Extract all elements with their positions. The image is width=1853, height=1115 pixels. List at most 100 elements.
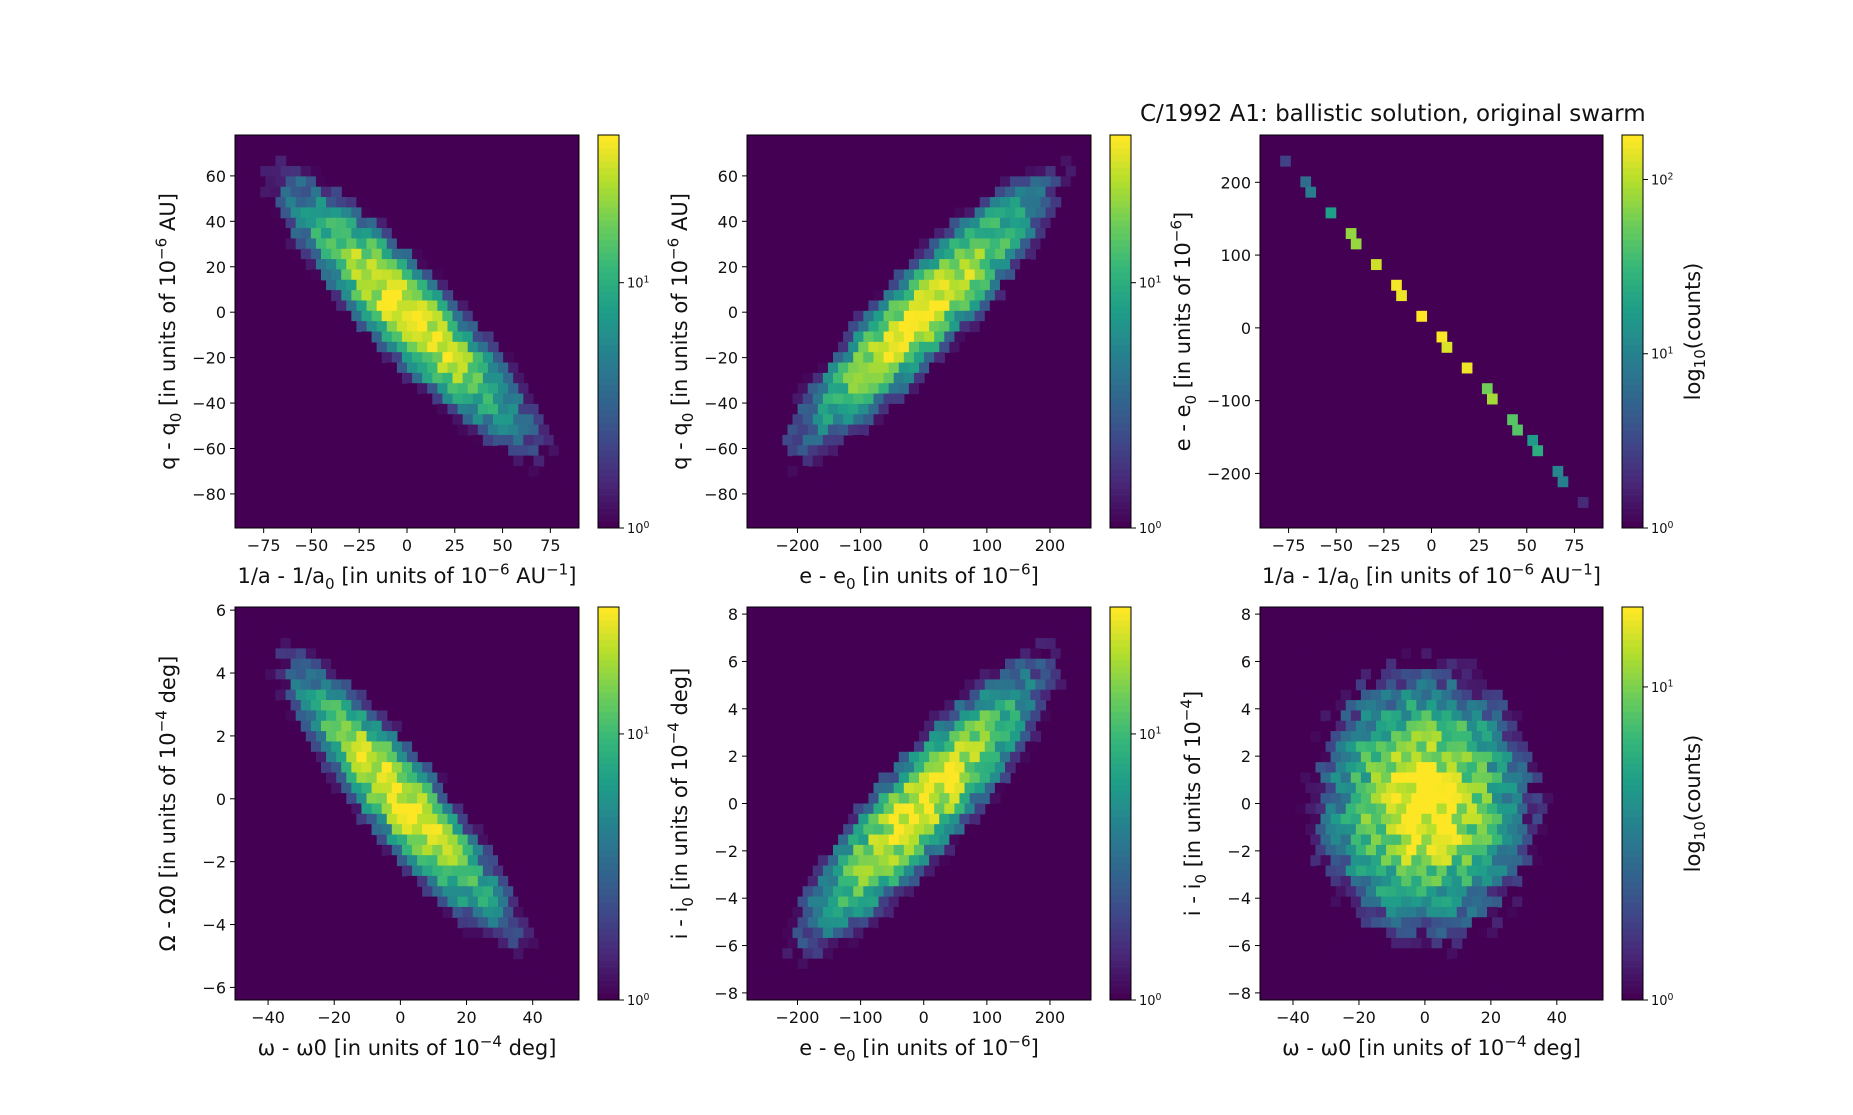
density-cell — [1305, 720, 1317, 732]
density-cell — [1481, 793, 1493, 805]
density-cell — [493, 906, 504, 918]
density-cell — [1360, 855, 1372, 867]
density-cell — [1431, 689, 1443, 701]
density-cell — [447, 772, 459, 784]
density-cell — [1015, 658, 1026, 670]
density-cell — [1050, 669, 1062, 680]
density-cell — [1396, 762, 1407, 774]
density-cell — [1451, 958, 1463, 970]
density-cell — [1421, 648, 1433, 660]
density-cell — [351, 679, 363, 691]
colorbar-segment — [598, 370, 619, 378]
density-cell — [1065, 207, 1077, 219]
density-cell — [822, 393, 834, 405]
density-cell — [351, 228, 363, 240]
density-cell — [1005, 228, 1016, 240]
density-cell — [848, 341, 859, 353]
density-cell — [290, 228, 302, 240]
density-cell — [1045, 638, 1057, 649]
density-cell — [1065, 145, 1077, 157]
density-cell — [1310, 813, 1322, 825]
density-cell — [1396, 886, 1407, 898]
density-cell — [442, 844, 454, 856]
density-cell — [878, 834, 890, 846]
density-cell — [1547, 824, 1559, 836]
density-cell — [1466, 906, 1478, 918]
density-cell — [1340, 689, 1352, 701]
density-cell — [361, 290, 373, 302]
density-cell — [954, 352, 966, 364]
density-cell — [553, 434, 565, 446]
colorbar-segment — [598, 298, 619, 306]
density-cell — [295, 155, 307, 167]
density-cell — [858, 896, 870, 908]
density-cell — [1080, 155, 1091, 167]
density-cell — [310, 762, 322, 774]
colorbar-segment — [1622, 672, 1643, 680]
density-cell — [934, 844, 945, 856]
density-cell — [376, 238, 388, 250]
density-cell — [407, 855, 418, 867]
density-cell — [959, 217, 971, 229]
density-cell — [361, 331, 373, 343]
colorbar-frame — [1621, 134, 1644, 529]
density-cell — [853, 372, 864, 384]
colorbar-segment — [598, 279, 619, 287]
density-cell — [533, 393, 545, 405]
density-cell — [1406, 700, 1417, 712]
density-cell — [1315, 782, 1327, 794]
colorbar-segment — [598, 305, 619, 313]
density-cell — [437, 300, 449, 312]
colorbar-segment — [598, 633, 619, 641]
density-cell — [812, 372, 824, 384]
x-tick-label: 75 — [1564, 536, 1584, 555]
density-cell — [838, 362, 849, 374]
colorbar-segment — [598, 351, 619, 359]
density-cell — [280, 658, 292, 670]
density-cell — [792, 476, 804, 488]
density-cell — [908, 834, 920, 846]
density-cell — [1355, 927, 1367, 939]
colorbar-segment — [598, 403, 619, 411]
density-cell — [543, 393, 555, 405]
density-cell — [1446, 700, 1458, 712]
colorbar-segment — [1110, 390, 1131, 398]
density-cell — [1436, 865, 1448, 877]
density-cell — [1290, 834, 1301, 846]
density-cell — [1391, 648, 1402, 660]
density-cell — [321, 166, 332, 177]
density-cell — [1406, 658, 1417, 670]
y-axis-label: e - e0 [in units of 10−6] — [1168, 212, 1200, 452]
density-cell — [1025, 638, 1036, 649]
density-cell — [315, 217, 327, 229]
colorbar-segment — [1110, 679, 1131, 687]
density-cell — [295, 259, 307, 271]
y-tick-label: −4 — [202, 916, 226, 935]
density-cell — [472, 434, 484, 446]
density-cell — [1370, 751, 1382, 763]
colorbar-segment — [598, 914, 619, 922]
density-cell — [1391, 279, 1402, 291]
colorbar-segment — [1622, 423, 1643, 431]
density-cell — [964, 782, 976, 794]
y-tick-label: −2 — [202, 853, 226, 872]
density-cell — [1522, 689, 1533, 701]
density-cell — [812, 393, 824, 405]
density-cell — [1406, 638, 1417, 649]
density-cell — [1466, 658, 1478, 670]
density-cell — [979, 238, 991, 250]
density-cell — [472, 372, 484, 384]
density-cell — [1355, 782, 1367, 794]
density-cell — [908, 341, 920, 353]
colorbar-segment — [598, 731, 619, 739]
density-cell — [427, 772, 438, 784]
colorbar-segment — [598, 757, 619, 765]
density-cell — [1310, 710, 1322, 722]
y-tick-label: 0 — [728, 795, 738, 814]
colorbar-segment — [1622, 246, 1643, 254]
density-cell — [868, 300, 880, 312]
density-cell — [503, 372, 514, 384]
colorbar-segment — [1622, 442, 1643, 450]
density-cell — [984, 269, 996, 281]
